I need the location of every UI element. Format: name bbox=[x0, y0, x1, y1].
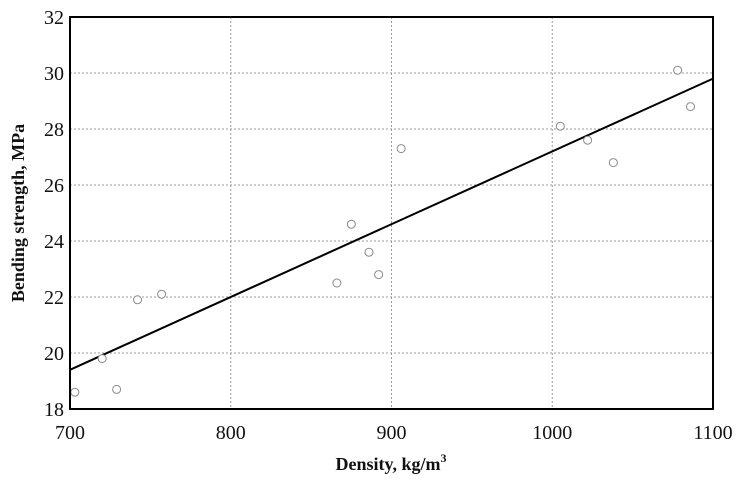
data-point-marker bbox=[157, 289, 167, 299]
x-tick-label: 800 bbox=[216, 422, 246, 444]
y-tick-label: 32 bbox=[44, 7, 64, 29]
plot-frame bbox=[69, 16, 714, 410]
data-point-marker bbox=[97, 354, 107, 364]
fit-line bbox=[69, 77, 714, 371]
data-point-marker bbox=[583, 135, 593, 145]
data-point-marker bbox=[555, 121, 565, 131]
data-point-marker bbox=[346, 219, 356, 229]
data-point-marker bbox=[133, 295, 143, 305]
regression-line bbox=[69, 77, 714, 371]
data-point-marker bbox=[374, 270, 384, 280]
x-axis-title-superscript: 3 bbox=[441, 451, 447, 465]
x-tick-label: 900 bbox=[377, 422, 407, 444]
grid-lines bbox=[70, 17, 713, 409]
y-tick-labels: 18 20 22 24 26 28 30 32 bbox=[44, 7, 64, 421]
data-point-marker bbox=[332, 278, 342, 288]
y-tick-label: 18 bbox=[44, 399, 64, 421]
y-axis-title: Bending strength, MPa bbox=[8, 124, 28, 302]
x-tick-label: 1000 bbox=[532, 422, 572, 444]
y-tick-label: 24 bbox=[44, 231, 64, 253]
data-point-marker bbox=[685, 102, 695, 112]
data-points bbox=[70, 65, 695, 397]
y-tick-label: 20 bbox=[44, 343, 64, 365]
data-point-marker bbox=[112, 384, 122, 394]
y-tick-label: 22 bbox=[44, 287, 64, 309]
x-axis-title: Density, kg/m3 bbox=[335, 451, 446, 474]
data-point-marker bbox=[396, 144, 406, 154]
y-tick-label: 30 bbox=[44, 63, 64, 85]
x-tick-label: 1100 bbox=[693, 422, 732, 444]
y-tick-label: 28 bbox=[44, 119, 64, 141]
y-tick-label: 26 bbox=[44, 175, 64, 197]
x-tick-labels: 700 800 900 1000 1100 bbox=[55, 422, 733, 444]
x-tick-label: 700 bbox=[55, 422, 85, 444]
data-point-marker bbox=[673, 65, 683, 75]
data-point-marker bbox=[70, 387, 80, 397]
data-point-marker bbox=[364, 247, 374, 257]
data-point-marker bbox=[608, 158, 618, 168]
